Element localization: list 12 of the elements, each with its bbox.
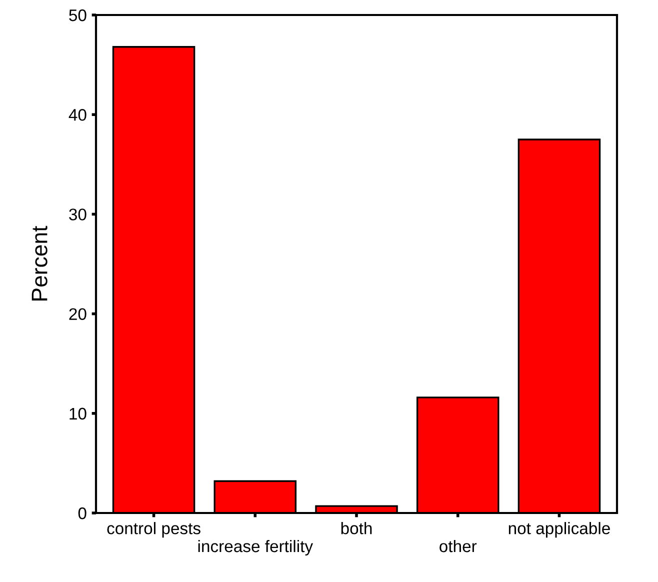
x-tick-label: not applicable [508, 522, 610, 538]
x-tick-label: control pests [107, 522, 200, 538]
y-tick-label: 40 [68, 109, 86, 121]
y-axis-title: Percent [32, 226, 48, 300]
y-tick-label: 50 [69, 9, 86, 22]
y-tick-label: 20 [69, 308, 86, 320]
x-tick-label: both [341, 522, 372, 534]
y-tick-label: 0 [78, 507, 86, 520]
x-tick-label: other [440, 540, 477, 552]
y-tick-label: 10 [70, 408, 86, 420]
x-tick-label: increase fertility [198, 540, 313, 556]
y-tick-label: 30 [69, 208, 86, 220]
